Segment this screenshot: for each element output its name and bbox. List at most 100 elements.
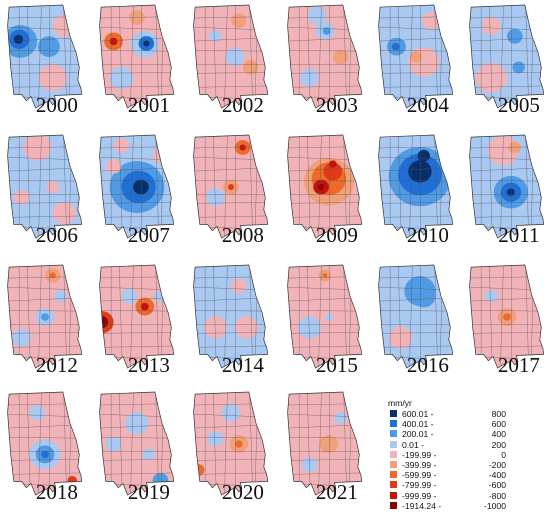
intensity-zone — [41, 313, 49, 321]
intensity-zone — [323, 162, 343, 181]
state-outline — [193, 264, 269, 369]
legend-swatch — [390, 501, 397, 509]
intensity-zone — [332, 49, 349, 65]
legend-swatch — [390, 420, 397, 428]
state-outline — [7, 4, 83, 109]
year-label: 2008 — [221, 223, 264, 247]
map-panel-2010 — [378, 134, 454, 239]
legend-upper: -800 — [488, 490, 506, 501]
year-label: 2012 — [35, 353, 78, 377]
intensity-zone — [121, 288, 137, 304]
year-label: 2021 — [315, 480, 358, 504]
year-label: 2018 — [35, 480, 78, 504]
state-outline — [7, 264, 83, 369]
legend-upper: -1000 — [484, 500, 506, 511]
legend-lower: -599.99 - — [402, 470, 437, 481]
legend-lower: -199.99 - — [402, 449, 437, 460]
legend-lower: 400.01 - — [402, 419, 434, 430]
year-label: 2010 — [406, 223, 449, 247]
legend-entry: -1914.24 - -1000 — [382, 501, 542, 511]
intensity-zone — [105, 436, 122, 452]
state-outline — [469, 134, 545, 239]
legend-swatch — [390, 430, 397, 438]
legend-lower: -799.99 - — [402, 480, 437, 491]
state-outline — [7, 134, 83, 239]
legend-entry: -399.99 - -200 — [382, 460, 542, 470]
state-outline — [193, 134, 269, 239]
state-outline — [193, 4, 269, 109]
year-label: 2007 — [127, 223, 170, 247]
legend-upper: -400 — [488, 470, 506, 481]
intensity-zone — [133, 179, 149, 195]
intensity-zone — [417, 149, 431, 162]
year-label: 2000 — [35, 93, 78, 117]
legend-entry: -999.99 - -800 — [382, 491, 542, 501]
legend-swatch — [390, 481, 397, 489]
state-outline — [7, 391, 83, 496]
intensity-zone — [482, 16, 501, 35]
intensity-zone — [317, 184, 325, 190]
intensity-zone — [207, 431, 224, 447]
state-outline — [378, 134, 454, 239]
state-outline — [287, 134, 363, 239]
intensity-zone — [307, 6, 327, 25]
year-label: 2002 — [221, 93, 264, 117]
year-label: 2005 — [497, 93, 540, 117]
intensity-zone — [143, 40, 150, 47]
intensity-zone — [422, 11, 441, 30]
intensity-zone — [12, 328, 31, 347]
intensity-zone — [142, 448, 155, 461]
intensity-zone — [41, 450, 49, 459]
intensity-zone — [408, 160, 432, 183]
intensity-zone — [152, 148, 169, 164]
legend-upper: -600 — [488, 480, 506, 491]
map-panel-2016 — [378, 264, 454, 369]
intensity-zone — [508, 141, 522, 154]
intensity-zone — [46, 181, 60, 193]
legend-lower: 200.01 - — [402, 429, 434, 440]
state-outline — [287, 391, 363, 496]
intensity-zone — [231, 13, 247, 29]
intensity-zone — [507, 188, 515, 196]
intensity-zone — [227, 184, 235, 190]
state-outline — [287, 264, 363, 369]
intensity-zone — [409, 51, 423, 63]
legend-upper: 400 — [491, 429, 506, 440]
legend-entry: 200.01 - 400 — [382, 429, 542, 439]
intensity-zone — [13, 34, 24, 44]
legend-swatch — [390, 440, 397, 448]
year-label: 2015 — [315, 353, 358, 377]
legend-upper: 800 — [491, 409, 506, 419]
intensity-zone — [140, 302, 149, 311]
intensity-zone — [503, 313, 511, 321]
legend-entry: -199.99 - 0 — [382, 450, 542, 460]
intensity-zone — [113, 137, 130, 153]
state-outline — [378, 4, 454, 109]
map-panel-2015 — [287, 264, 363, 369]
intensity-zone — [13, 189, 30, 205]
intensity-zone — [412, 285, 436, 308]
state-outline — [99, 264, 175, 369]
intensity-zone — [209, 30, 222, 43]
legend-unit: mm/yr — [388, 398, 412, 408]
intensity-zone — [49, 272, 56, 279]
legend-entry: 400.01 - 600 — [382, 419, 542, 429]
intensity-zone — [221, 403, 241, 422]
map-panel-2017 — [469, 264, 545, 369]
intensity-zone — [206, 188, 225, 207]
year-label: 2006 — [35, 223, 78, 247]
legend-lower: -999.99 - — [402, 490, 437, 501]
intensity-zone — [234, 440, 243, 448]
intensity-zone — [109, 37, 118, 46]
intensity-zone — [52, 201, 77, 225]
legend-swatch — [390, 410, 397, 417]
year-label: 2016 — [406, 353, 449, 377]
intensity-zone — [38, 64, 67, 92]
intensity-zone — [328, 160, 337, 168]
legend-swatch — [390, 450, 397, 458]
state-outline — [469, 4, 545, 109]
year-label: 2004 — [406, 93, 449, 117]
legend-lower: -1914.24 - — [402, 500, 442, 511]
intensity-zone — [512, 61, 525, 74]
